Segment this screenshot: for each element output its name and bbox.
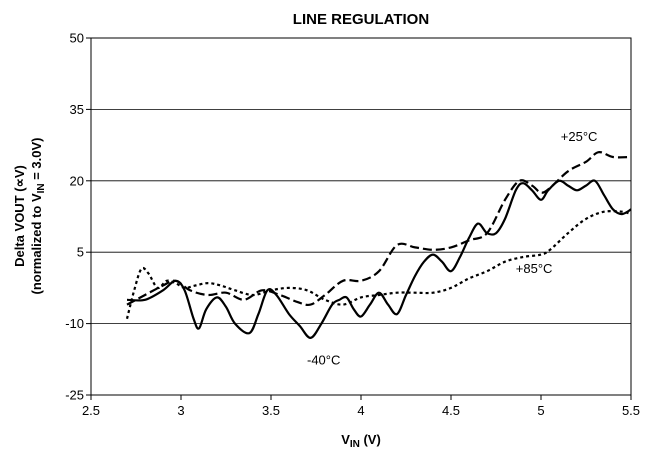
- x-axis-title-sub: IN: [350, 439, 360, 450]
- y-axis-title-line2-post: = 3.0V): [29, 137, 44, 183]
- x-axis-title-main: V: [341, 432, 350, 447]
- x-tick-label-3: 4: [357, 403, 364, 418]
- y-tick-label-3: 20: [70, 173, 84, 188]
- annotation-2: -40°C: [307, 353, 340, 368]
- y-axis-title-line2-pre: (normalized to V: [29, 193, 44, 294]
- series-line-2: [125, 210, 632, 320]
- series-line-1: [126, 151, 632, 307]
- x-tick-label-4: 4.5: [442, 403, 460, 418]
- y-tick-label-5: 50: [70, 31, 84, 46]
- series-annotations: +25°C +85°C -40°C: [307, 129, 597, 368]
- y-tick-labels: -25 -10 5 20 35 50: [65, 31, 91, 403]
- y-tick-label-4: 35: [70, 102, 84, 117]
- series-line-0: [126, 179, 632, 339]
- grid-lines: [91, 37, 631, 396]
- y-tick-label-2: 5: [77, 245, 84, 260]
- x-tick-label-2: 3.5: [262, 403, 280, 418]
- y-axis-title-line2-sub: IN: [36, 183, 47, 193]
- plot-area: [90, 37, 632, 396]
- annotation-1: +85°C: [516, 261, 553, 276]
- x-tick-label-1: 3: [177, 403, 184, 418]
- y-axis-title-line2: (normalized to VIN = 3.0V): [29, 137, 47, 294]
- x-tick-label-0: 2.5: [82, 403, 100, 418]
- x-tick-label-5: 5: [537, 403, 544, 418]
- y-tick-label-1: -10: [65, 316, 84, 331]
- chart-title: LINE REGULATION: [293, 11, 429, 28]
- x-axis-title: VIN (V): [341, 432, 381, 450]
- x-tick-labels: 2.5 3 3.5 4 4.5 5 5.5: [82, 395, 640, 418]
- x-tick-label-6: 5.5: [622, 403, 640, 418]
- series-lines: [125, 151, 632, 339]
- annotation-0: +25°C: [561, 129, 598, 144]
- x-axis-title-unit: (V): [360, 432, 381, 447]
- y-tick-label-0: -25: [65, 388, 84, 403]
- y-axis-title-line1: Delta VOUT (∝V): [12, 165, 27, 267]
